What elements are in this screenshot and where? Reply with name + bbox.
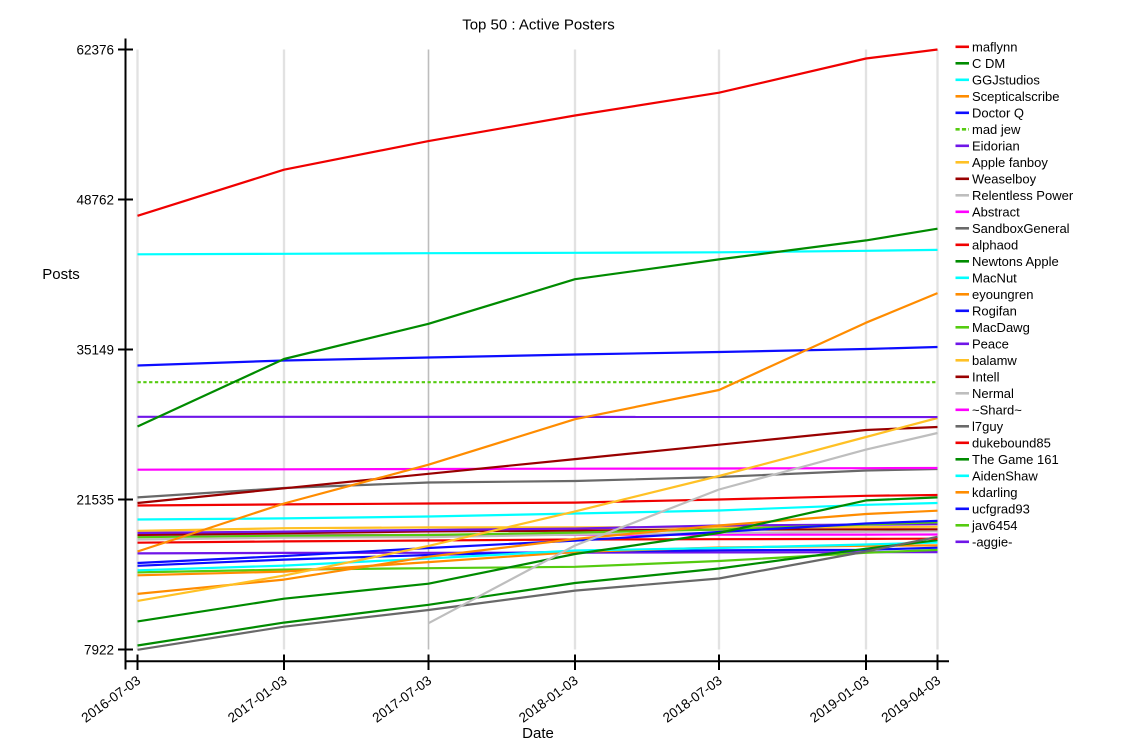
svg-text:AidenShaw: AidenShaw [972, 468, 1038, 483]
svg-text:C DM: C DM [972, 56, 1005, 71]
svg-text:balamw: balamw [972, 353, 1017, 368]
svg-text:-aggie-: -aggie- [972, 534, 1012, 549]
svg-text:Weaselboy: Weaselboy [972, 171, 1037, 186]
svg-text:jav6454: jav6454 [971, 518, 1018, 533]
svg-text:Date: Date [522, 725, 554, 742]
svg-text:Intell: Intell [972, 369, 1000, 384]
svg-text:35149: 35149 [76, 343, 114, 358]
svg-text:~Shard~: ~Shard~ [972, 402, 1022, 417]
svg-text:Top 50 : Active Posters: Top 50 : Active Posters [462, 17, 615, 34]
svg-text:mad jew: mad jew [972, 122, 1021, 137]
svg-text:Relentless Power: Relentless Power [972, 188, 1074, 203]
svg-text:alphaod: alphaod [972, 237, 1018, 252]
svg-text:maflynn: maflynn [972, 39, 1018, 54]
svg-text:dukebound85: dukebound85 [972, 435, 1051, 450]
svg-text:Doctor Q: Doctor Q [972, 105, 1024, 120]
svg-text:Scepticalscribe: Scepticalscribe [972, 89, 1059, 104]
svg-text:Abstract: Abstract [972, 204, 1020, 219]
svg-text:l7guy: l7guy [972, 419, 1004, 434]
svg-text:ucfgrad93: ucfgrad93 [972, 501, 1030, 516]
svg-text:eyoungren: eyoungren [972, 287, 1033, 302]
svg-text:Eidorian: Eidorian [972, 138, 1020, 153]
svg-text:Newtons Apple: Newtons Apple [972, 254, 1059, 269]
svg-text:62376: 62376 [76, 43, 114, 58]
svg-text:MacNut: MacNut [972, 270, 1017, 285]
svg-text:kdarling: kdarling [972, 485, 1018, 500]
svg-text:48762: 48762 [76, 193, 114, 208]
svg-text:Rogifan: Rogifan [972, 303, 1017, 318]
svg-text:Peace: Peace [972, 336, 1009, 351]
svg-text:Posts: Posts [42, 266, 80, 283]
svg-text:Nermal: Nermal [972, 386, 1014, 401]
svg-text:The Game 161: The Game 161 [972, 452, 1059, 467]
svg-text:21535: 21535 [76, 493, 114, 508]
svg-text:SandboxGeneral: SandboxGeneral [972, 221, 1070, 236]
svg-text:MacDawg: MacDawg [972, 320, 1030, 335]
svg-text:Apple fanboy: Apple fanboy [972, 155, 1048, 170]
svg-text:7922: 7922 [84, 643, 114, 658]
svg-text:GGJstudios: GGJstudios [972, 72, 1040, 87]
